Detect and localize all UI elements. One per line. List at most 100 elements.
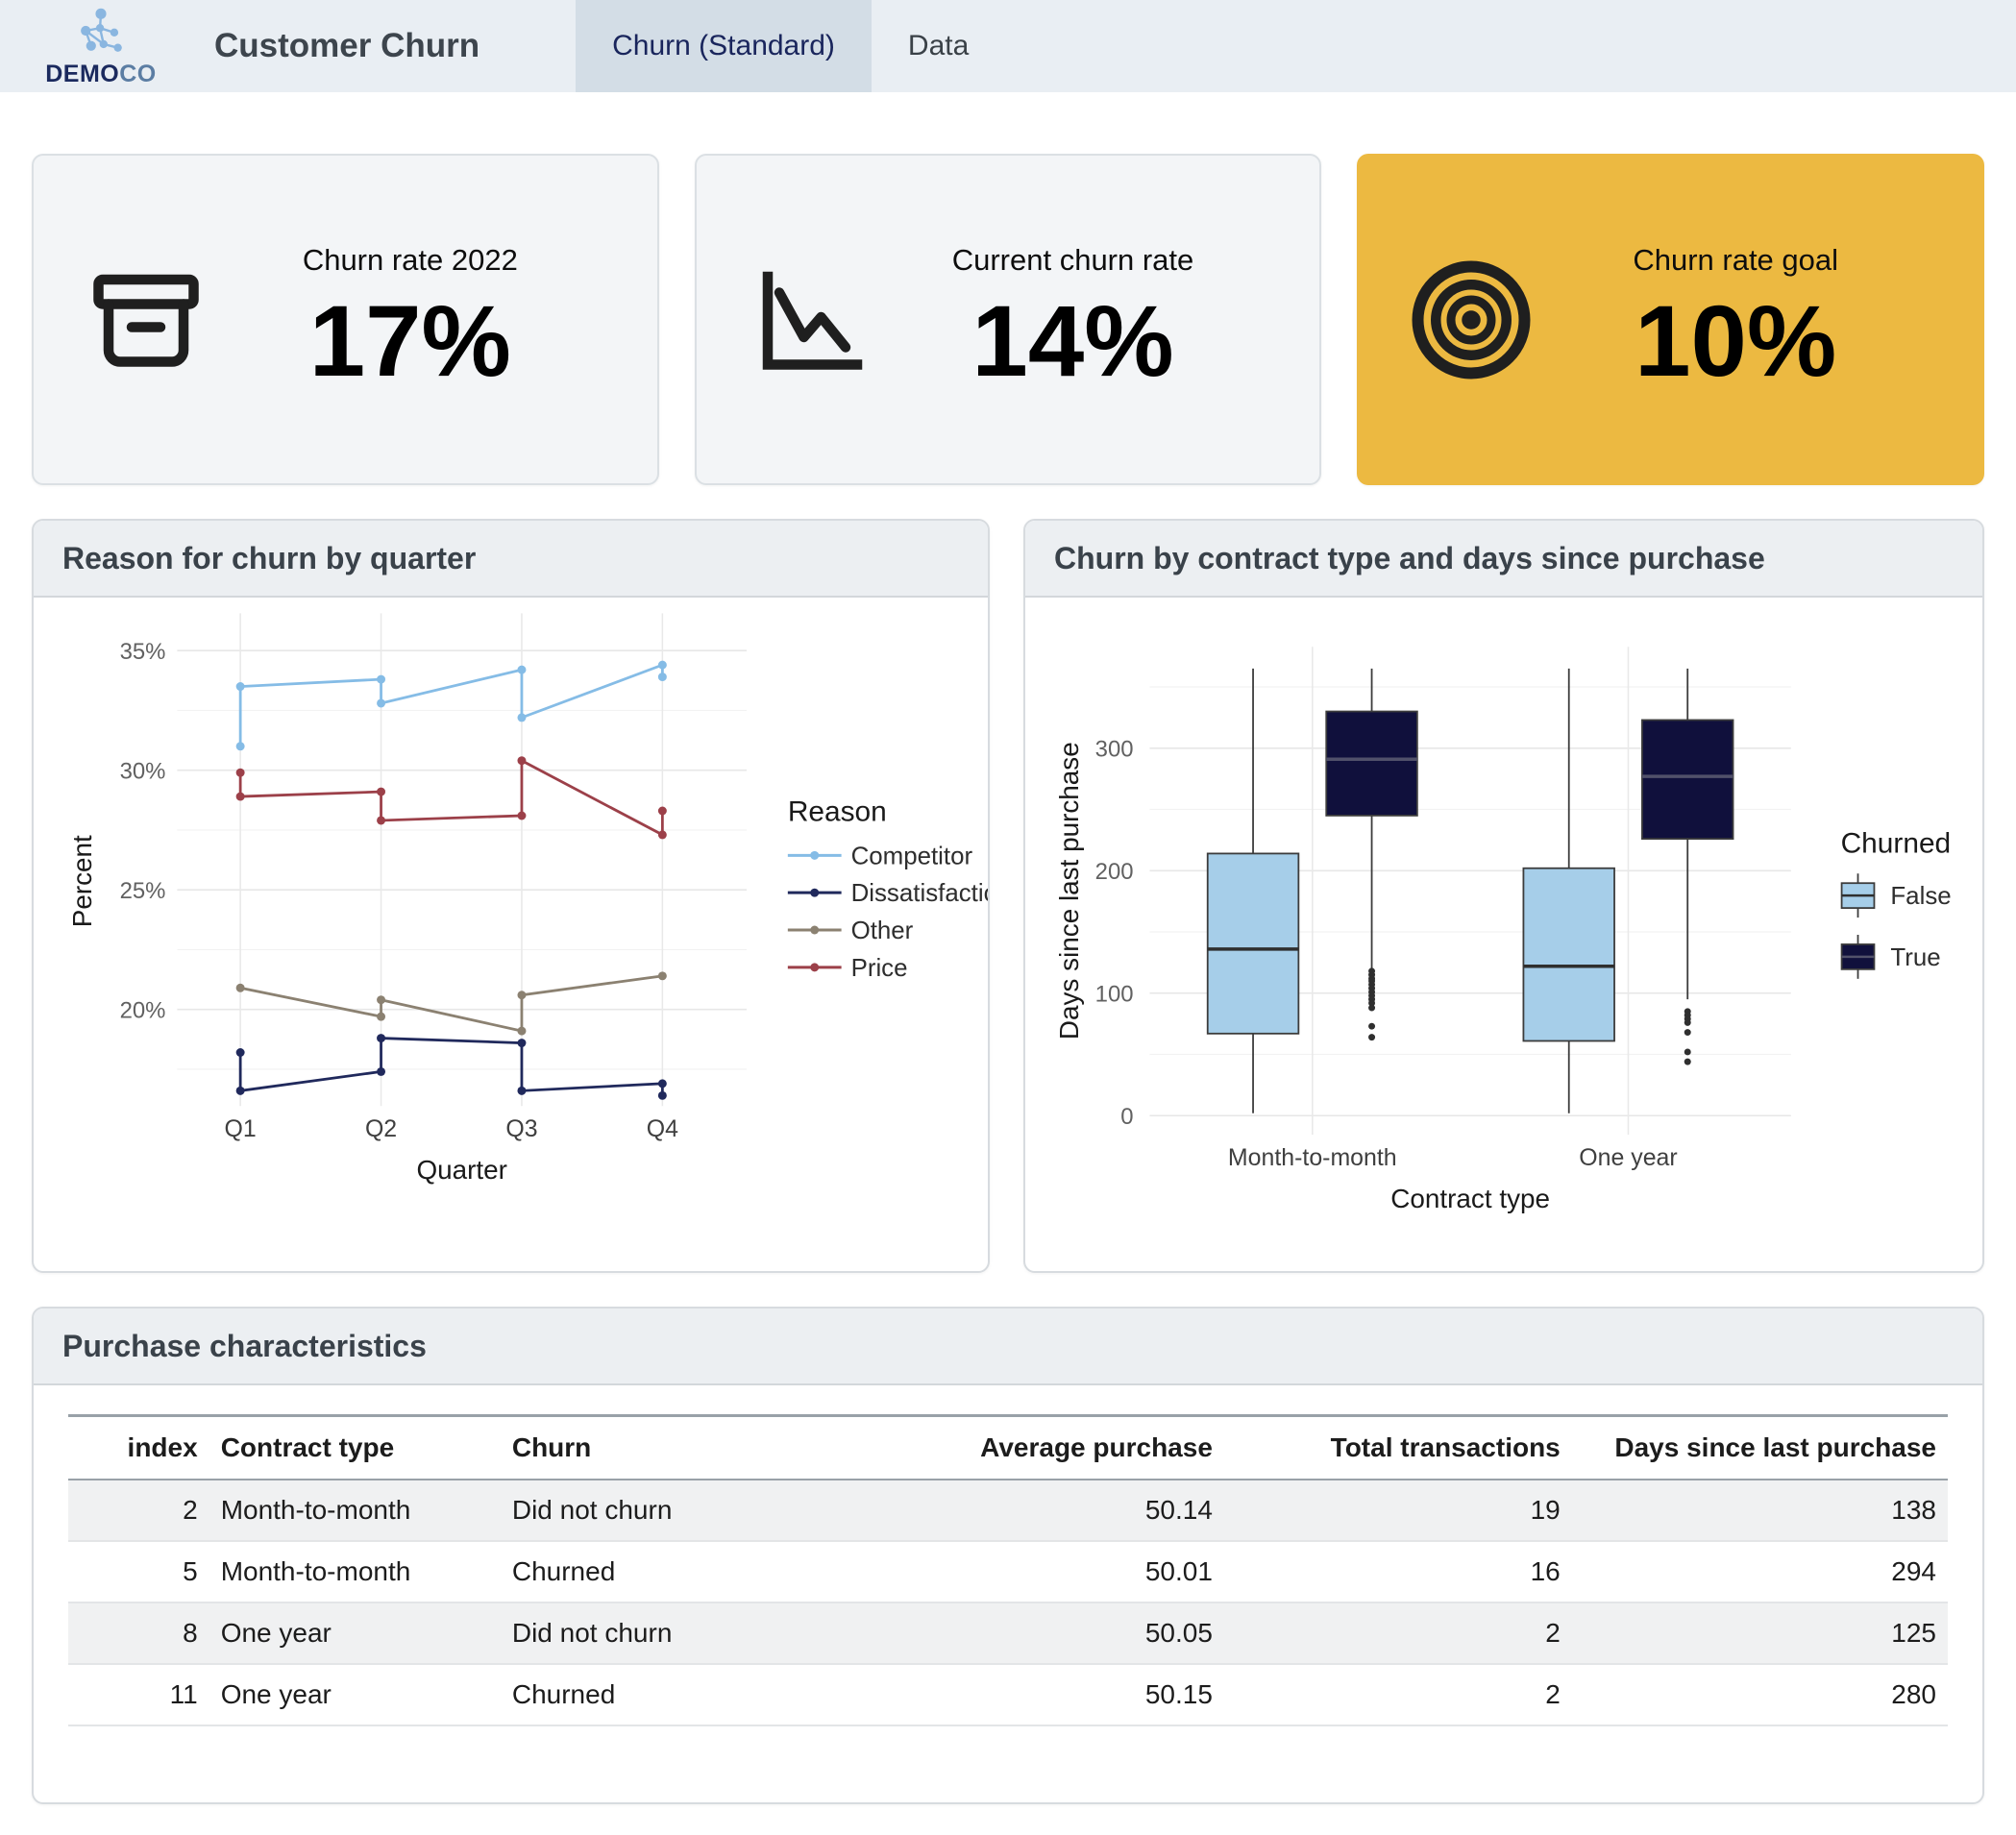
- column-header: Average purchase: [838, 1414, 1224, 1480]
- table-cell: Month-to-month: [209, 1541, 501, 1603]
- table-cell: Month-to-month: [209, 1480, 501, 1542]
- table-cell: Did not churn: [500, 1480, 839, 1542]
- panel-title: Reason for churn by quarter: [34, 521, 988, 598]
- svg-text:False: False: [1890, 883, 1951, 910]
- kpi-card-churn-goal: Churn rate goal 10%: [1357, 154, 1985, 485]
- svg-text:Churned: Churned: [1841, 827, 1952, 859]
- network-molecule-icon: [73, 6, 129, 61]
- kpi-value: 14%: [971, 285, 1174, 399]
- table-cell: 50.15: [838, 1664, 1224, 1726]
- column-header: Total transactions: [1223, 1414, 1572, 1480]
- svg-text:100: 100: [1095, 982, 1134, 1008]
- table-cell: 2: [1223, 1603, 1572, 1665]
- kpi-label: Churn rate 2022: [302, 243, 518, 278]
- svg-text:25%: 25%: [120, 878, 166, 904]
- table-cell: 2: [1223, 1664, 1572, 1726]
- panel-churn-by-contract: Churn by contract type and days since pu…: [1023, 519, 1984, 1273]
- column-header: Contract type: [209, 1414, 501, 1480]
- logo: DEMOCO: [43, 0, 159, 92]
- table-cell: 280: [1571, 1664, 1948, 1726]
- svg-text:Competitor: Competitor: [851, 843, 973, 869]
- table-cell: 5: [68, 1541, 209, 1603]
- main-content: Churn rate 2022 17% Current churn rate 1…: [0, 154, 2016, 1804]
- table-cell: 294: [1571, 1541, 1948, 1603]
- svg-text:300: 300: [1095, 737, 1134, 763]
- brand-text: DEMOCO: [45, 61, 157, 87]
- panel-purchase-characteristics: Purchase characteristics index Contract t…: [32, 1307, 1984, 1804]
- kpi-label: Churn rate goal: [1633, 243, 1839, 278]
- svg-text:Quarter: Quarter: [416, 1155, 507, 1185]
- svg-text:20%: 20%: [120, 998, 166, 1024]
- column-header: Churn: [500, 1414, 839, 1480]
- panel-reason-for-churn: Reason for churn by quarter 20% 25% 30% 35%…: [32, 519, 990, 1273]
- svg-text:Price: Price: [851, 955, 908, 982]
- charts-row: Reason for churn by quarter 20% 25% 30% 35%…: [32, 519, 1984, 1273]
- table-cell: 19: [1223, 1480, 1572, 1542]
- panel-title: Churn by contract type and days since pu…: [1025, 521, 1982, 598]
- kpi-label: Current churn rate: [951, 243, 1194, 278]
- table-cell: One year: [209, 1603, 501, 1665]
- tab-bar: Churn (Standard) Data: [576, 0, 1005, 92]
- svg-text:Days since last purchase: Days since last purchase: [1054, 742, 1084, 1040]
- tab-data[interactable]: Data: [907, 30, 970, 61]
- svg-text:35%: 35%: [120, 639, 166, 665]
- table-cell: 2: [68, 1480, 209, 1542]
- svg-text:Reason: Reason: [788, 795, 887, 827]
- svg-text:True: True: [1890, 944, 1940, 971]
- svg-text:Q3: Q3: [505, 1115, 537, 1142]
- kpi-content: Churn rate goal 10%: [1550, 243, 1950, 395]
- svg-text:Q4: Q4: [647, 1115, 678, 1142]
- svg-text:200: 200: [1095, 859, 1134, 885]
- kpi-value: 10%: [1635, 285, 1837, 399]
- kpi-content: Churn rate 2022 17%: [225, 243, 625, 395]
- purchase-table: index Contract type Churn Average purchase T…: [68, 1414, 1948, 1726]
- table-cell: 50.14: [838, 1480, 1224, 1542]
- table-row: 8 One year Did not churn 50.05 2 125: [68, 1603, 1948, 1665]
- table-row: 2 Month-to-month Did not churn 50.14 19 138: [68, 1480, 1948, 1542]
- table-cell: 50.01: [838, 1541, 1224, 1603]
- svg-text:Month-to-month: Month-to-month: [1228, 1144, 1397, 1171]
- svg-text:Q2: Q2: [365, 1115, 397, 1142]
- table-cell: Did not churn: [500, 1603, 839, 1665]
- table-row: 5 Month-to-month Churned 50.01 16 294: [68, 1541, 1948, 1603]
- svg-text:Contract type: Contract type: [1390, 1184, 1550, 1213]
- column-header: index: [68, 1414, 209, 1480]
- svg-text:Q1: Q1: [225, 1115, 257, 1142]
- reason-line-chart-svg: 20% 25% 30% 35% Q1 Q2 Q3 Q4 Quarter Percent Reason…: [67, 613, 988, 1185]
- column-header: Days since last purchase: [1571, 1414, 1948, 1480]
- table-cell: 16: [1223, 1541, 1572, 1603]
- table-cell: 8: [68, 1603, 209, 1665]
- svg-text:30%: 30%: [120, 759, 166, 785]
- kpi-value: 17%: [308, 285, 511, 399]
- svg-text:Other: Other: [851, 918, 914, 944]
- table-cell: One year: [209, 1664, 501, 1726]
- svg-text:Dissatisfaction: Dissatisfaction: [851, 880, 988, 907]
- kpi-card-current-churn: Current churn rate 14%: [694, 154, 1322, 485]
- kpi-content: Current churn rate 14%: [888, 243, 1288, 395]
- table-row: 11 One year Churned 50.15 2 280: [68, 1664, 1948, 1726]
- table-cell: 138: [1571, 1480, 1948, 1542]
- table-cell: 50.05: [838, 1603, 1224, 1665]
- declining-chart-icon: [729, 248, 888, 392]
- svg-text:0: 0: [1120, 1104, 1133, 1130]
- svg-text:One year: One year: [1579, 1144, 1677, 1171]
- tab-churn-standard[interactable]: Churn (Standard): [576, 0, 872, 92]
- table-header-row: index Contract type Churn Average purchase T…: [68, 1414, 1948, 1480]
- target-icon: [1391, 248, 1550, 392]
- header-bar: DEMOCO Customer Churn Churn (Standard) D…: [0, 0, 2016, 92]
- svg-text:Percent: Percent: [67, 835, 97, 927]
- kpi-row: Churn rate 2022 17% Current churn rate 1…: [32, 154, 1985, 485]
- page-title: Customer Churn: [214, 27, 480, 64]
- archive-box-icon: [66, 248, 225, 392]
- table-cell: Churned: [500, 1664, 839, 1726]
- box-plot-svg: 0 100 200 300 Month-to-month One year Contract…: [1054, 647, 1952, 1213]
- table-cell: Churned: [500, 1541, 839, 1603]
- panel-title: Purchase characteristics: [34, 1309, 1982, 1385]
- table-cell: 11: [68, 1664, 209, 1726]
- kpi-card-churn-2022: Churn rate 2022 17%: [32, 154, 659, 485]
- box-chart-area: 0 100 200 300 Month-to-month One year Contract…: [1025, 598, 1982, 1271]
- reason-chart-area: 20% 25% 30% 35% Q1 Q2 Q3 Q4 Quarter Percent Reason…: [34, 598, 988, 1271]
- table-cell: 125: [1571, 1603, 1948, 1665]
- table-container: index Contract type Churn Average purchase T…: [34, 1385, 1982, 1726]
